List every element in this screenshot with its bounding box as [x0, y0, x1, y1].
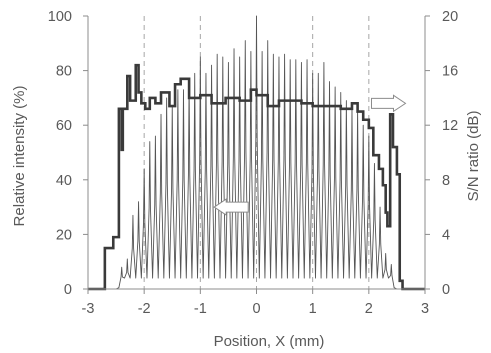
left-arrow-icon: [213, 198, 249, 217]
y-tick-label: 20: [56, 227, 72, 243]
x-tick-label: -2: [138, 301, 151, 317]
x-tick-label: -1: [194, 301, 207, 317]
right-arrow-icon: [370, 94, 407, 113]
x-tick-label: 2: [365, 301, 373, 317]
y2-tick-label: 4: [442, 227, 450, 243]
y2-tick-label: 16: [442, 64, 458, 80]
snr-series: [88, 63, 425, 291]
snr-line: [88, 63, 425, 291]
x-tick-label: 1: [309, 301, 317, 317]
y-axis-title: Relative intensity (%): [11, 86, 28, 227]
y2-tick-label: 20: [442, 9, 458, 25]
intensity-line: [88, 15, 425, 290]
axes: [83, 15, 430, 294]
x-tick-label: 0: [252, 301, 260, 317]
x-axis-title: Position, X (mm): [214, 333, 325, 350]
y-tick-label: 100: [48, 9, 72, 25]
annotations: [213, 94, 407, 217]
y2-axis-title: S/N ratio (dB): [465, 111, 482, 202]
y-tick-label: 80: [56, 64, 72, 80]
intensity-series: [88, 15, 425, 290]
x-tick-label: 3: [421, 301, 429, 317]
y-tick-label: 40: [56, 173, 72, 189]
y2-tick-label: 0: [442, 282, 450, 298]
y2-tick-label: 12: [442, 118, 458, 134]
y2-tick-label: 8: [442, 173, 450, 189]
y-tick-label: 60: [56, 118, 72, 134]
y-tick-label: 0: [64, 282, 72, 298]
x-tick-label: -3: [82, 301, 95, 317]
